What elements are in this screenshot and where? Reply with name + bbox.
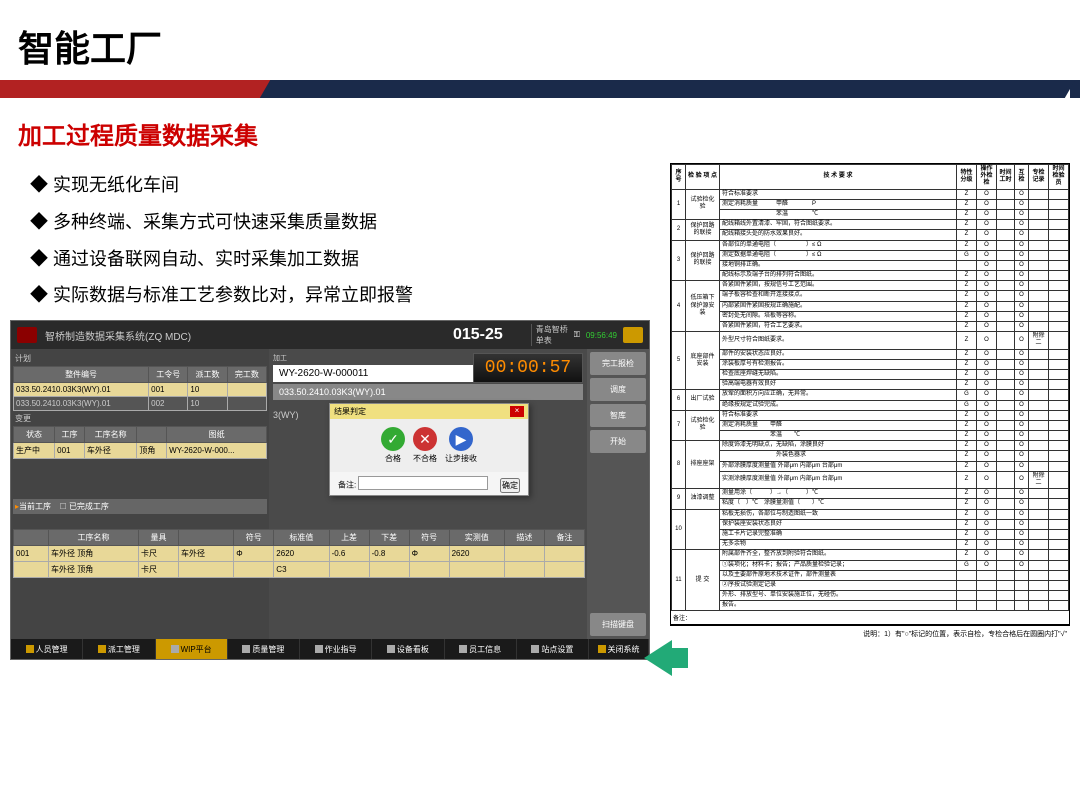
side-btn-inspect[interactable]: 完工报检 xyxy=(590,352,646,375)
table-row[interactable]: 001车外径 顶角卡尺车外径Φ2620-0.6-0.8Φ2620 xyxy=(14,546,585,562)
table-row[interactable]: 车外径 顶角卡尺C3 xyxy=(14,562,585,578)
app-logo-icon xyxy=(17,327,37,343)
pass-button[interactable]: ✓合格 xyxy=(381,427,405,464)
table-row[interactable]: 033.50.2410.03K3(WY).0100110 xyxy=(14,383,267,397)
app-header: 智桥制造数据采集系统(ZQ MDC) 015-25 青岛智桥 单表 ⚿ 09:5… xyxy=(11,321,649,349)
nav-dispatch[interactable]: 派工管理 xyxy=(83,639,155,659)
sheet-note: 说明：1）有"○"标记的位置，表示自检，专检合格后在圆圈内打"√" xyxy=(670,625,1070,642)
sheet-footer-label: 备注： xyxy=(671,611,1069,624)
clock-label: 09:56:49 xyxy=(586,331,617,340)
concession-button[interactable]: ▶让步接收 xyxy=(445,427,477,464)
side-btn-kb[interactable]: 智库 xyxy=(590,404,646,427)
side-btn-start[interactable]: 开始 xyxy=(590,430,646,453)
mdc-app-screenshot: 智桥制造数据采集系统(ZQ MDC) 015-25 青岛智桥 单表 ⚿ 09:5… xyxy=(10,320,650,660)
page-title: 智能工厂 xyxy=(18,20,1062,72)
key-icon[interactable]: ⚿ xyxy=(574,330,580,340)
nav-site[interactable]: 站点设置 xyxy=(517,639,589,659)
tab-done[interactable]: 已完成工序 xyxy=(69,502,109,511)
nav-staff[interactable]: 人员管理 xyxy=(11,639,83,659)
nav-guide[interactable]: 作业指导 xyxy=(300,639,372,659)
bullet-item: 多种终端、采集方式可快速采集质量数据 xyxy=(30,208,660,237)
nav-emp[interactable]: 员工信息 xyxy=(445,639,517,659)
title-bar: 智能工厂 xyxy=(0,0,1080,80)
bullet-item: 通过设备联网自动、实时采集加工数据 xyxy=(30,245,660,274)
fail-button[interactable]: ✕不合格 xyxy=(413,427,437,464)
station-number: 015-25 xyxy=(453,326,503,344)
ops-table: 状态工序工序名称图纸 生产中001车外径顶角WY-2620-W-000... xyxy=(13,426,267,459)
bullet-list: 实现无纸化车间 多种终端、采集方式可快速采集质量数据 通过设备联网自动、实时采集… xyxy=(30,171,660,310)
green-arrow-icon xyxy=(644,640,672,676)
slide: 智能工厂 加工过程质量数据采集 实现无纸化车间 多种终端、采集方式可快速采集质量… xyxy=(0,0,1080,810)
header-stripe xyxy=(0,80,1080,98)
side-btn-scan[interactable]: 扫描键盘 xyxy=(590,613,646,636)
timer-display: 00:00:57 xyxy=(473,353,583,383)
note-label: 备注: xyxy=(338,481,356,490)
app-footer: 人员管理 派工管理 WIP平台 质量管理 作业指导 设备看板 员工信息 站点设置… xyxy=(11,639,649,659)
spec-sheet: 序号检 验 项 点技 术 要 求特性分级操作外检检时间工时互检专检记录时间检验员… xyxy=(670,163,1070,625)
zqsoft-logo-icon xyxy=(623,327,643,343)
orders-table: 整件编号工令号派工数完工数 033.50.2410.03K3(WY).01001… xyxy=(13,366,267,411)
close-icon[interactable]: × xyxy=(510,406,524,417)
detail-table: 工序名称量具符号标准值上差下差符号实测值描述备注 001车外径 顶角卡尺车外径Φ… xyxy=(13,529,585,578)
tab-current[interactable]: 当前工序 xyxy=(19,502,51,511)
role-label: 单表 xyxy=(536,335,568,346)
table-row[interactable]: 033.50.2410.03K3(WY).0100210 xyxy=(14,397,267,411)
table-row[interactable]: 生产中001车外径顶角WY-2620-W-000... xyxy=(14,443,267,459)
note-input[interactable] xyxy=(358,476,488,490)
confirm-button[interactable]: 确定 xyxy=(500,478,520,493)
app-title: 智桥制造数据采集系统(ZQ MDC) xyxy=(45,328,191,343)
plan-label: 计划 xyxy=(13,351,267,366)
sub-title: 加工过程质量数据采集 xyxy=(18,116,1080,151)
dialog-title: 结果判定 xyxy=(334,406,366,417)
change-label: 变更 xyxy=(13,411,267,426)
user-label: 青岛智桥 xyxy=(536,324,568,335)
nav-equip[interactable]: 设备看板 xyxy=(372,639,444,659)
result-dialog: 结果判定 × ✓合格 ✕不合格 ▶让步接收 备注: 确定 xyxy=(329,403,529,496)
bullet-item: 实际数据与标准工艺参数比对，异常立即报警 xyxy=(30,281,660,310)
nav-quality[interactable]: 质量管理 xyxy=(228,639,300,659)
nav-wip[interactable]: WIP平台 xyxy=(156,639,228,659)
nav-close[interactable]: 关闭系统 xyxy=(589,639,649,659)
part-number: 033.50.2410.03K3(WY).01 xyxy=(273,384,583,400)
bullet-item: 实现无纸化车间 xyxy=(30,171,660,200)
side-btn-dispatch[interactable]: 调度 xyxy=(590,378,646,401)
